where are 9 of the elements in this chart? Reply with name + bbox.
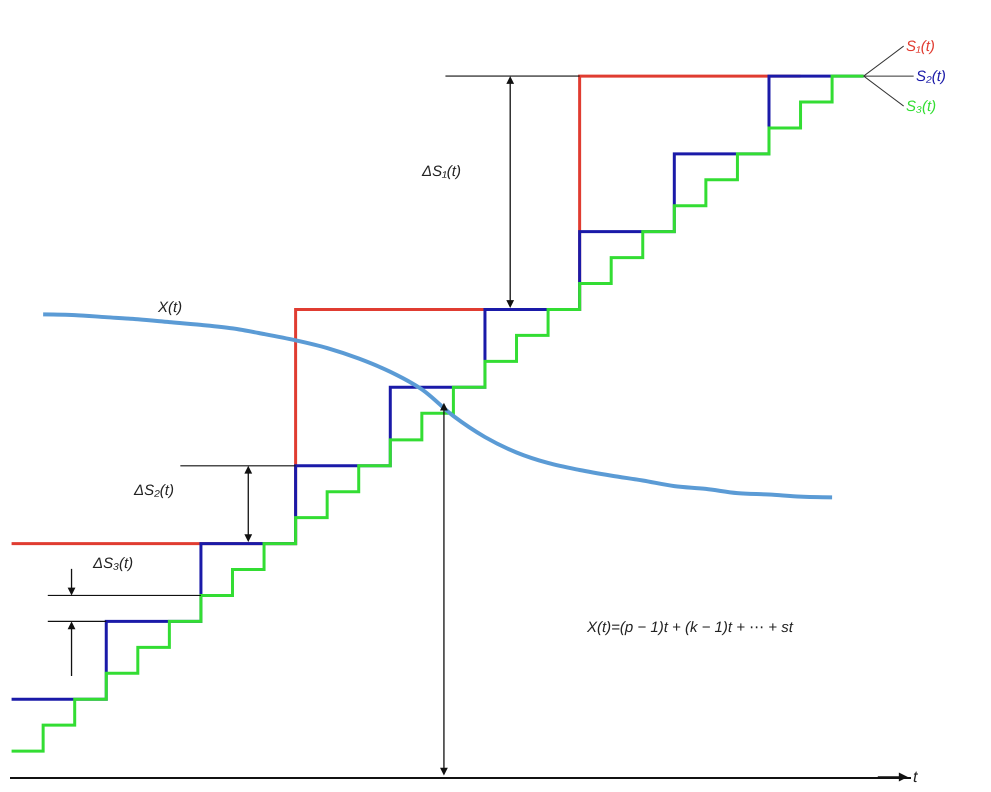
text: S₃(t) (906, 98, 936, 115)
series-label: X(t) (157, 299, 182, 316)
text: S₂(t) (916, 68, 946, 85)
annotation: X(t)=(p − 1)t + (k − 1)t + ⋯ + st (586, 619, 794, 636)
text: S₁(t) (906, 38, 935, 55)
annotation: ΔS₂(t) (133, 482, 174, 499)
x-axis-title: t (913, 769, 918, 786)
annotation: ΔS₁(t) (421, 163, 461, 180)
annotation: ΔS₃(t) (92, 555, 134, 572)
